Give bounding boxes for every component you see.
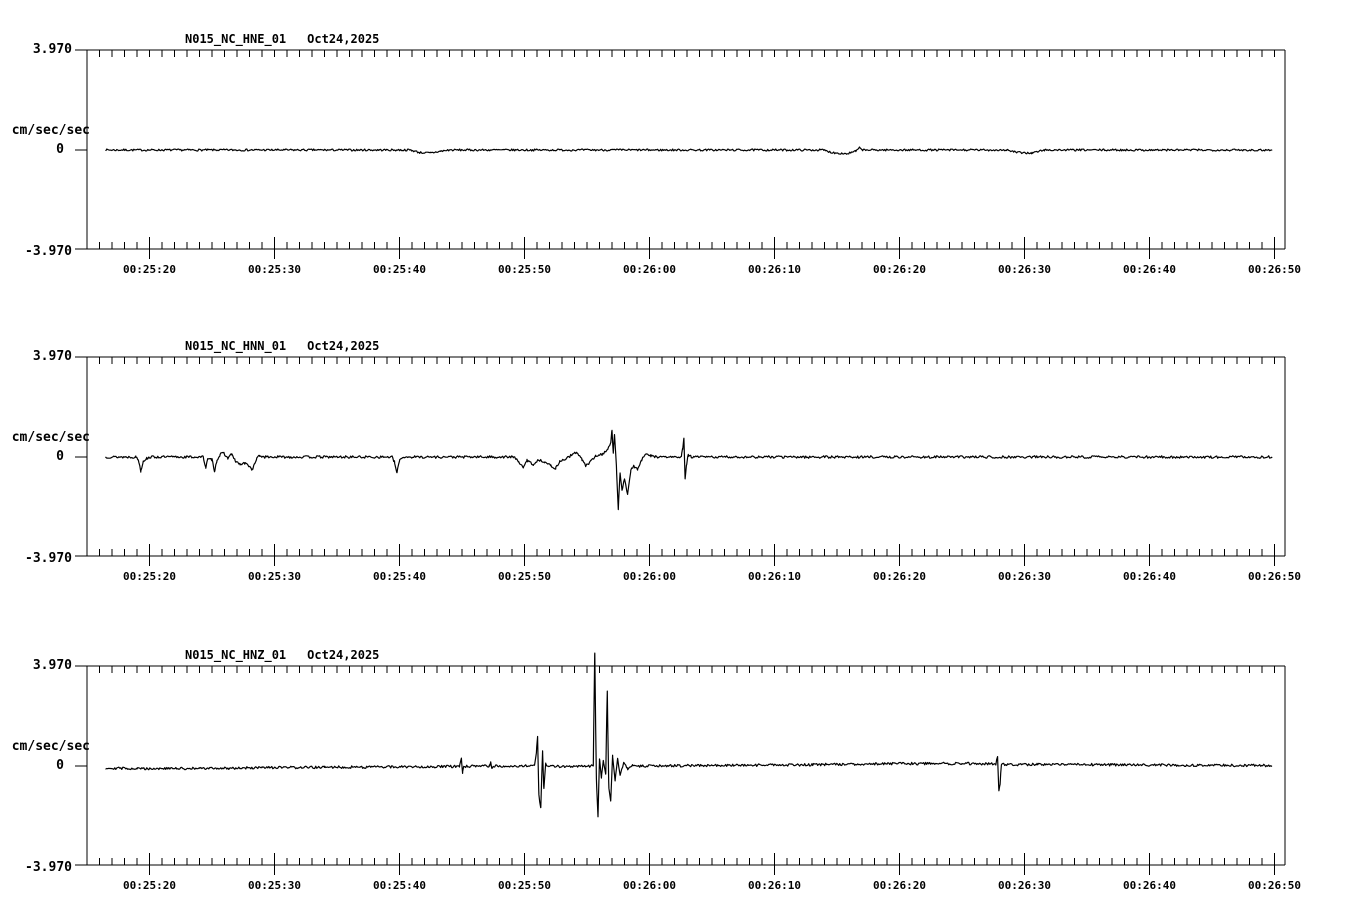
x-axis-time-label: 00:26:20: [873, 570, 926, 583]
panel-title: N015_NC_HNN_01 Oct24,2025: [185, 338, 379, 354]
waveform-trace: [105, 429, 1273, 511]
x-axis-time-label: 00:26:50: [1248, 263, 1301, 276]
y-axis-zero-label: 0: [56, 758, 64, 773]
record-date: Oct24,2025: [307, 648, 380, 662]
x-axis-time-label: 00:26:00: [623, 263, 676, 276]
x-axis-time-label: 00:26:40: [1123, 879, 1176, 892]
y-axis-zero-label: 0: [56, 449, 64, 464]
channel-id: N015_NC_HNE_01: [185, 32, 287, 46]
x-axis-time-label: 00:26:20: [873, 879, 926, 892]
x-axis-time-label: 00:26:20: [873, 263, 926, 276]
y-axis-min-label: -3.970: [25, 860, 72, 875]
waveform-trace: [105, 146, 1273, 155]
record-date: Oct24,2025: [307, 339, 380, 353]
y-axis-max-label: 3.970: [32, 349, 72, 364]
y-axis-zero-label: 0: [56, 142, 64, 157]
waveform-trace: [105, 652, 1273, 818]
record-date: Oct24,2025: [307, 32, 380, 46]
x-axis-time-label: 00:26:30: [998, 570, 1051, 583]
y-axis-max-label: 3.970: [32, 42, 72, 57]
axes-and-ticks: [75, 356, 1286, 566]
channel-id: N015_NC_HNZ_01: [185, 648, 287, 662]
x-axis-time-label: 00:25:40: [373, 570, 426, 583]
y-axis-unit-label: cm/sec/sec: [11, 739, 90, 754]
x-axis-time-label: 00:26:10: [748, 263, 801, 276]
seismogram-panel-2: N015_NC_HNN_01 Oct24,2025 3.970 cm/sec/se…: [0, 0, 1358, 583]
x-axis-time-label: 00:25:50: [498, 263, 551, 276]
y-axis-min-label: -3.970: [25, 244, 72, 259]
y-axis-unit-label: cm/sec/sec: [11, 430, 90, 445]
x-axis-time-label: 00:25:40: [373, 263, 426, 276]
x-axis-time-label: 00:26:10: [748, 570, 801, 583]
waveform-plot: [75, 652, 1286, 875]
y-axis-unit-label: cm/sec/sec: [11, 123, 90, 138]
x-axis-time-label: 00:26:00: [623, 879, 676, 892]
x-axis-time-label: 00:25:20: [123, 263, 176, 276]
channel-id: N015_NC_HNN_01: [185, 339, 287, 353]
x-axis-time-label: 00:26:50: [1248, 879, 1301, 892]
x-axis-time-label: 00:26:30: [998, 879, 1051, 892]
x-axis-time-label: 00:25:30: [248, 263, 301, 276]
x-axis-time-label: 00:25:30: [248, 879, 301, 892]
waveform-plot: [75, 49, 1286, 259]
axes-and-ticks: [75, 665, 1286, 875]
seismogram-panel-1: N015_NC_HNE_01 Oct24,2025 3.970 cm/sec/se…: [0, 0, 1358, 308]
seismogram-panel-3: N015_NC_HNZ_01 Oct24,2025 3.970 cm/sec/se…: [0, 0, 1358, 892]
axes-and-ticks: [75, 49, 1286, 259]
y-axis-min-label: -3.970: [25, 551, 72, 566]
x-axis-time-label: 00:25:30: [248, 570, 301, 583]
panel-title: N015_NC_HNZ_01 Oct24,2025: [185, 647, 379, 663]
x-axis-time-label: 00:26:30: [998, 263, 1051, 276]
y-axis-max-label: 3.970: [32, 658, 72, 673]
x-axis-time-label: 00:26:10: [748, 879, 801, 892]
x-axis-time-label: 00:25:20: [123, 570, 176, 583]
x-axis-time-label: 00:26:40: [1123, 263, 1176, 276]
panel-title: N015_NC_HNE_01 Oct24,2025: [185, 31, 379, 47]
x-axis-time-label: 00:26:00: [623, 570, 676, 583]
x-axis-time-label: 00:26:40: [1123, 570, 1176, 583]
x-axis-time-label: 00:25:40: [373, 879, 426, 892]
x-axis-time-label: 00:25:20: [123, 879, 176, 892]
x-axis-time-label: 00:25:50: [498, 879, 551, 892]
x-axis-time-label: 00:25:50: [498, 570, 551, 583]
waveform-plot: [75, 356, 1286, 566]
x-axis-time-label: 00:26:50: [1248, 570, 1301, 583]
